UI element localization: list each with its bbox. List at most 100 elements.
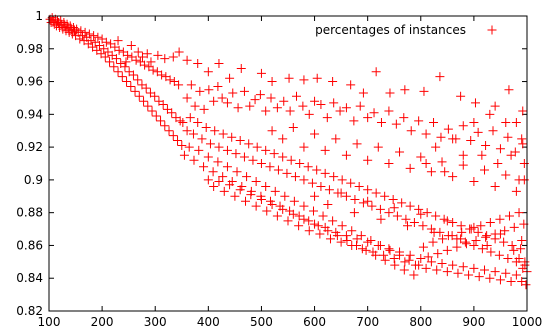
data-point [495,275,505,285]
data-point [337,175,347,185]
data-point [151,111,161,121]
data-point [250,95,260,105]
data-point [373,240,383,250]
data-point [363,155,373,165]
data-point [480,265,490,275]
data-point [331,227,341,237]
data-point [367,201,377,211]
data-point [448,172,458,182]
data-point [405,201,415,211]
data-point [282,168,292,178]
data-point [235,136,245,146]
data-point [267,126,277,136]
data-point [384,106,394,116]
data-point [363,185,373,195]
y-tick-label: 0.9 [24,173,43,187]
data-point [193,59,203,69]
data-point [316,100,326,109]
y-tick-label: 0.88 [16,206,43,220]
data-point [256,195,266,205]
data-point [471,236,481,246]
plot-frame [48,15,528,312]
data-point [246,190,256,200]
data-point [501,118,511,128]
data-point [384,159,394,168]
data-point [241,196,251,206]
data-point [347,240,357,250]
data-point [304,226,314,236]
data-point [456,234,466,244]
data-point [105,57,115,67]
data-point [286,155,296,165]
data-point [504,85,514,95]
data-point [431,211,441,221]
data-point [395,247,405,257]
data-point [177,140,187,150]
data-point [230,191,240,201]
data-point [485,109,495,119]
data-point [516,244,526,254]
data-point [203,175,213,185]
data-point [495,214,505,224]
data-point [504,211,514,221]
legend-marker [487,25,497,35]
data-point [414,204,424,214]
data-point [190,101,200,111]
data-point [231,149,241,159]
data-point [272,211,282,221]
data-point [308,206,318,216]
data-point [379,250,389,260]
data-point [298,101,308,111]
data-point [219,186,229,196]
data-point [214,59,224,69]
data-point [244,139,254,149]
data-point [288,209,298,219]
data-point [388,195,398,205]
data-point [354,181,364,191]
data-point [278,134,288,144]
data-point [318,211,328,221]
data-point [310,96,320,106]
data-point [503,254,513,264]
data-point [208,167,218,177]
legend-marker-symbol [487,25,497,35]
data-point [213,81,223,91]
data-point [461,239,471,249]
data-point [477,150,487,160]
data-point [481,232,491,242]
data-point [458,160,468,170]
data-point [101,37,111,47]
data-point [134,91,144,101]
data-point [299,214,309,224]
data-point [385,88,395,98]
data-point [251,201,261,211]
data-point [480,165,490,175]
data-point [147,106,157,116]
data-point [521,280,531,290]
data-point [499,237,509,247]
data-point [262,206,272,216]
data-point [126,41,136,50]
data-point [265,162,275,172]
data-point [405,250,415,260]
y-tick-label: 0.84 [16,271,43,285]
data-point [261,145,271,155]
data-point [329,98,339,108]
data-point [222,162,232,172]
data-point [199,104,209,114]
data-point [278,152,288,162]
data-point [168,52,178,62]
data-point [490,181,500,191]
data-point [389,203,399,213]
data-point [131,55,141,65]
data-point [239,86,249,96]
data-point [294,221,304,231]
data-point [397,198,407,208]
y-tick-label: 0.96 [16,75,43,89]
y-tick-label: 0.98 [16,42,43,56]
data-point [363,196,373,206]
data-point [460,237,470,247]
data-point [233,103,243,113]
data-point [225,73,235,83]
data-point [164,126,174,136]
